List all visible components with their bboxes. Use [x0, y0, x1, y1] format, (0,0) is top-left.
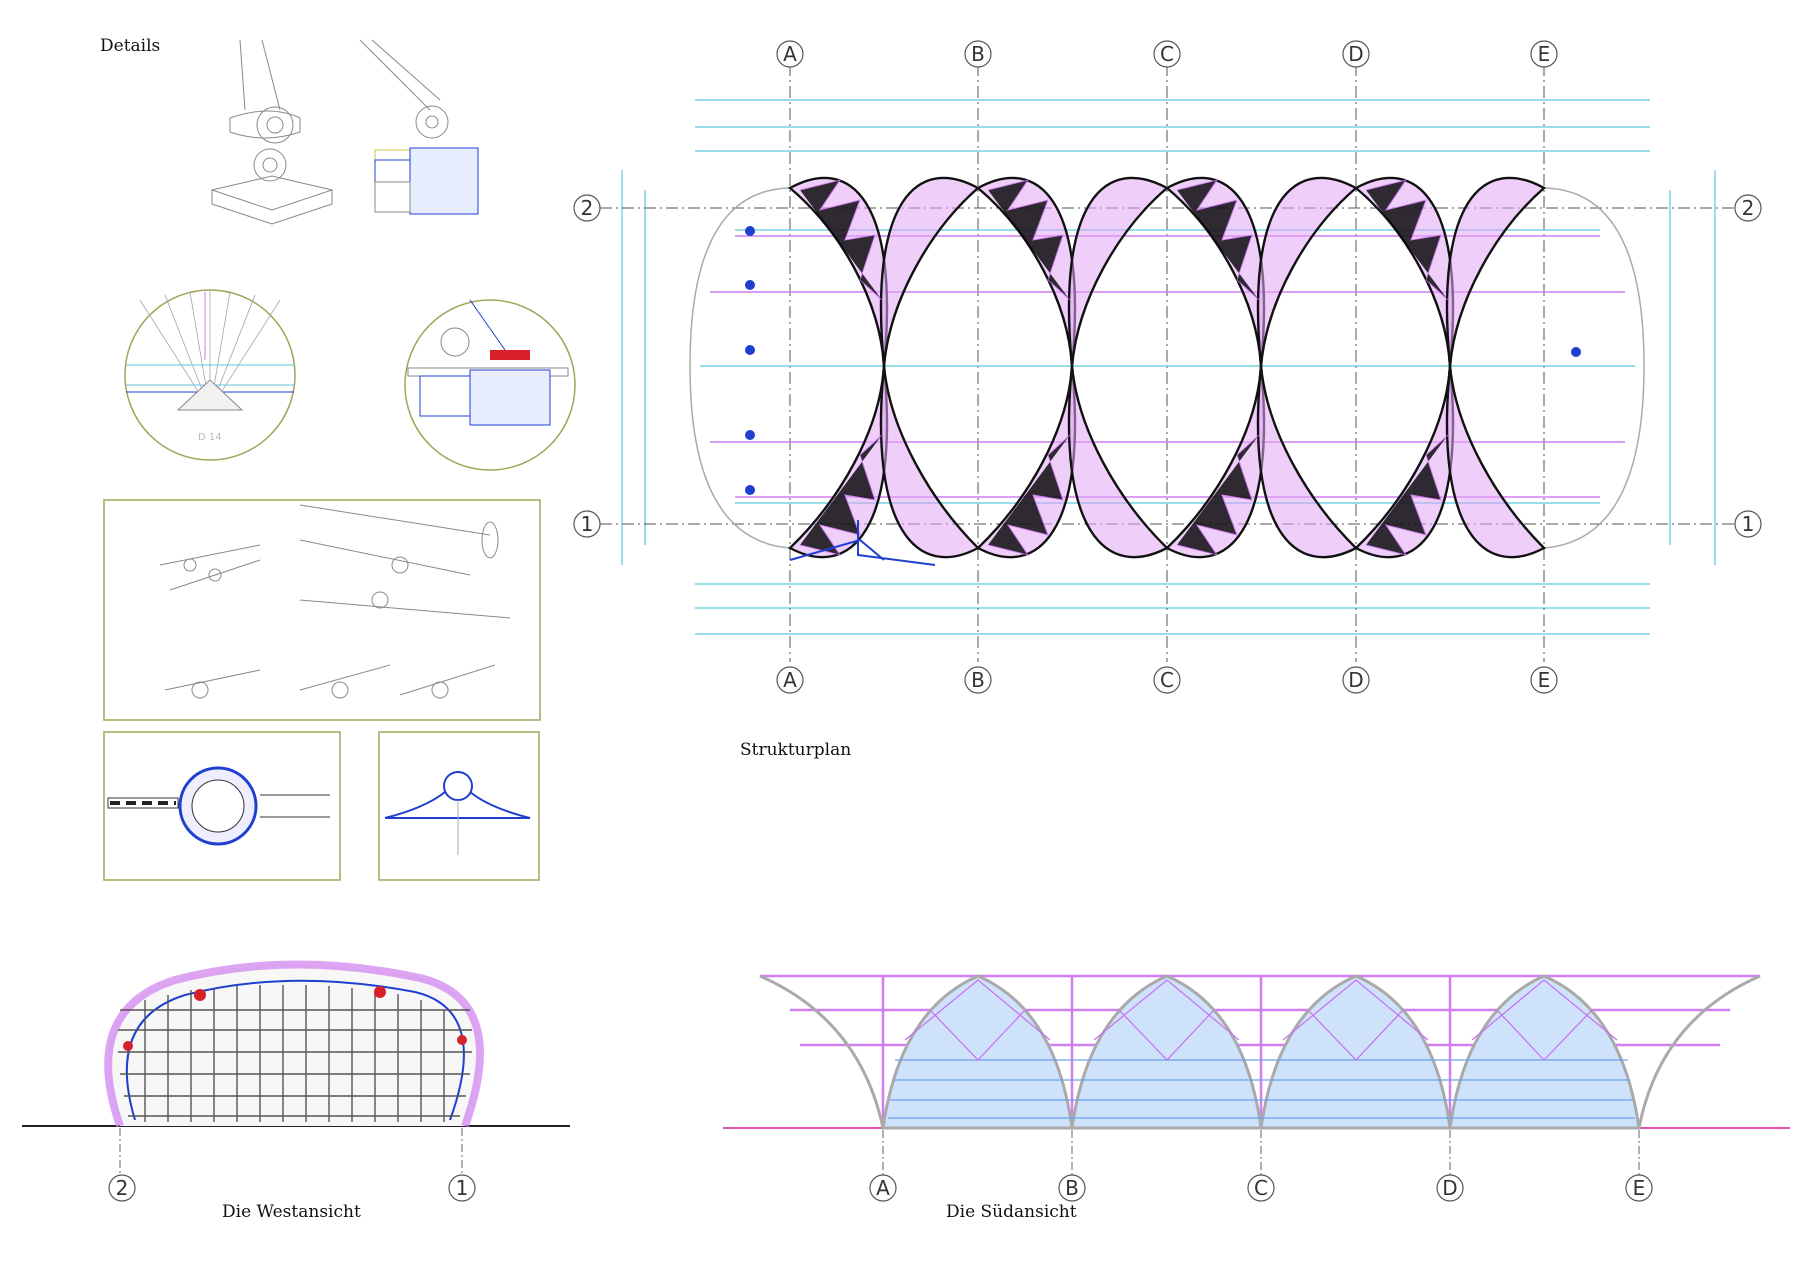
south-elevation: A B C D E — [723, 974, 1790, 1202]
detail-tag: D 14 — [198, 432, 222, 443]
detail-box-clamps — [103, 499, 541, 721]
south-axis-D: D — [1442, 1176, 1457, 1200]
detail-circle-left: D 14 — [124, 289, 296, 461]
plan-blue-bracing — [789, 520, 936, 566]
west-axis-1: 1 — [456, 1176, 469, 1200]
detail-bearing-section — [359, 39, 479, 215]
detail-box-node — [378, 731, 540, 881]
plan-axis-A-bottom: A — [783, 668, 797, 692]
plan-axis-C-top: C — [1160, 42, 1174, 66]
south-axis-E: E — [1633, 1176, 1646, 1200]
detail-circle-right — [404, 299, 576, 471]
plan-axis-labels — [573, 40, 1762, 694]
plan-axis-E-bottom: E — [1538, 668, 1551, 692]
plan-grid-axes — [600, 64, 1735, 662]
plan-axis-B-top: B — [971, 42, 985, 66]
strukturplan-title: Strukturplan — [740, 740, 852, 760]
plan-axis-A-top: A — [783, 42, 797, 66]
plan-dim-lines — [621, 99, 1716, 635]
south-axis-A: A — [876, 1176, 890, 1200]
west-axis-2: 2 — [116, 1176, 129, 1200]
south-axis-C: C — [1254, 1176, 1268, 1200]
south-axis-B: B — [1065, 1176, 1079, 1200]
plan-truss-lacing — [799, 179, 1449, 556]
details-title: Details — [100, 36, 161, 56]
plan-axis-B-bottom: B — [971, 668, 985, 692]
west-elevation: 2 1 — [22, 960, 570, 1202]
plan-edge-arcs — [689, 187, 1645, 549]
plan-axis-D-top: D — [1348, 42, 1363, 66]
plan-level-markers — [745, 226, 1581, 495]
plan-axis-1-right: 1 — [1742, 512, 1755, 536]
plan-axis-D-bottom: D — [1348, 668, 1363, 692]
plan-axis-C-bottom: C — [1160, 668, 1174, 692]
detail-box-ring — [103, 731, 341, 881]
plan-axis-2-right: 2 — [1742, 196, 1755, 220]
plan-axis-2-left: 2 — [581, 196, 594, 220]
west-elevation-title: Die Westansicht — [222, 1202, 361, 1222]
plan-axis-1-left: 1 — [581, 512, 594, 536]
south-elevation-title: Die Südansicht — [946, 1202, 1077, 1222]
plan-axis-E-top: E — [1538, 42, 1551, 66]
south-arches — [881, 974, 1641, 1130]
detail-bearing-iso — [210, 39, 334, 225]
